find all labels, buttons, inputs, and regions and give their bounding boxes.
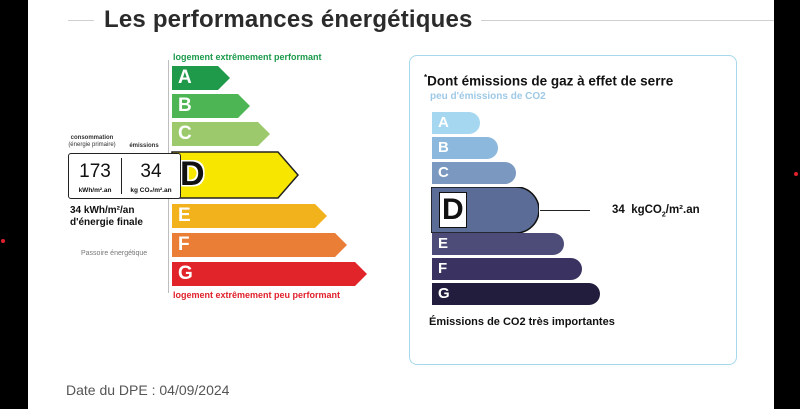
ghg-class-f-bar: F: [432, 258, 582, 280]
energy-class-c-letter: C: [178, 123, 192, 144]
energy-class-b-letter: B: [178, 95, 192, 116]
consumption-header-title: consommation: [70, 135, 114, 141]
consumption-divider: [121, 158, 122, 194]
emissions-header: émissions: [129, 143, 159, 149]
ghg-value: 34 kgCO2/m².an: [612, 204, 700, 219]
section-header: Les performances énergétiques: [28, 4, 774, 34]
energy-performance-page: Les performances énergétiques logement e…: [28, 0, 774, 409]
ghg-class-e-bar: E: [432, 233, 564, 255]
energy-class-d-bar: D: [171, 151, 299, 199]
ghg-top-label: peu d'émissions de CO2: [430, 91, 546, 102]
energy-bottom-label: logement extrêmement peu performant: [173, 290, 341, 300]
ghg-class-e-letter: E: [438, 235, 449, 252]
title-rule-left: [68, 20, 94, 21]
ghg-class-c-bar: C: [432, 162, 516, 184]
ghg-class-c-letter: C: [438, 164, 449, 181]
energy-class-f-bar: F: [172, 233, 347, 257]
energy-class-e-letter: E: [178, 205, 191, 226]
title-rule-right: [481, 20, 774, 21]
ghg-class-b-bar: B: [432, 137, 498, 159]
ghg-panel: *Dont émissions de gaz à effet de serre …: [409, 55, 737, 365]
red-dot-right: [794, 172, 798, 176]
consumption-box: 173 kWh/m².an 34 kg CO₂/m².an: [68, 153, 181, 199]
energy-class-f-letter: F: [178, 234, 190, 255]
consumption-unit: kWh/m².an: [78, 187, 112, 194]
page-title: Les performances énergétiques: [104, 6, 473, 33]
passoire-label: Passoire énergétique: [81, 250, 148, 257]
ghg-class-g-letter: G: [438, 285, 450, 302]
energy-class-d-letter: D: [180, 155, 205, 193]
energy-class-g-letter: G: [178, 263, 193, 284]
consumption-value: 173: [79, 161, 111, 182]
final-energy-label: d'énergie finale: [70, 217, 143, 228]
energy-class-c-bar: C: [172, 122, 270, 146]
energy-top-label: logement extrêmement performant: [173, 52, 322, 62]
energy-class-a-bar: A: [172, 66, 230, 90]
ghg-bottom-label: Émissions de CO2 très importantes: [429, 316, 615, 328]
ghg-class-a-letter: A: [438, 114, 449, 131]
final-energy-value: 34 kWh/m²/an: [70, 205, 135, 216]
ghg-class-a-bar: A: [432, 112, 480, 134]
emissions-value: 34: [140, 161, 162, 182]
consumption-header: consommation (énergie primaire): [66, 135, 118, 149]
ghg-title: *Dont émissions de gaz à effet de serre: [424, 73, 674, 89]
energy-class-a-letter: A: [178, 67, 192, 88]
ghg-class-b-letter: B: [438, 139, 449, 156]
consumption-header-subtitle: (énergie primaire): [68, 142, 116, 148]
energy-class-g-bar: G: [172, 262, 367, 286]
ghg-class-f-letter: F: [438, 260, 448, 277]
final-energy: 34 kWh/m²/an d'énergie finale: [70, 205, 143, 229]
energy-class-b-bar: B: [172, 94, 250, 118]
ghg-value-connector: [540, 210, 590, 211]
ghg-class-d-bar: D: [431, 187, 539, 233]
emissions-unit: kg CO₂/m².an: [130, 187, 172, 194]
red-dot-left-1: [1, 239, 5, 243]
dpe-date: Date du DPE : 04/09/2024: [66, 382, 230, 398]
ghg-class-g-bar: G: [432, 283, 600, 305]
ghg-class-d-letter: D: [439, 192, 467, 228]
energy-class-e-bar: E: [172, 204, 327, 228]
